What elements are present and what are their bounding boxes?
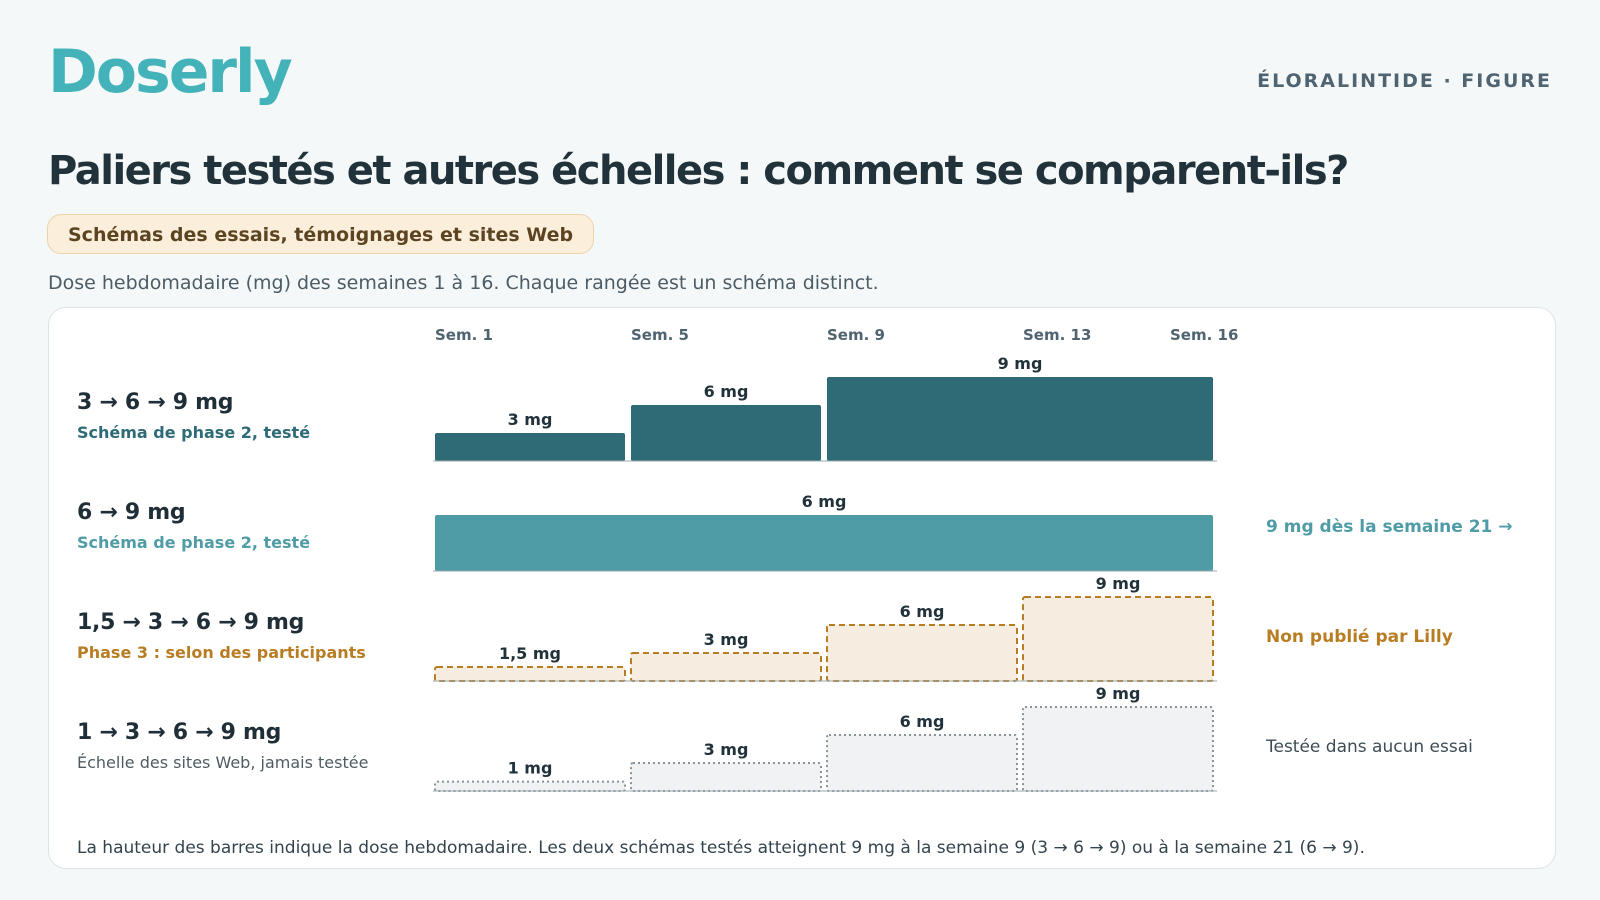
bar-value-label: 3 mg [704, 740, 749, 759]
row-label-4: 1 → 3 → 6 → 9 mg Échelle des sites Web, … [77, 720, 368, 772]
bar-value-label: 6 mg [900, 602, 945, 621]
bar-value-label: 6 mg [802, 492, 847, 511]
dose-bar [1022, 706, 1214, 792]
row-subtitle: Échelle des sites Web, jamais testée [77, 753, 369, 772]
bar-value-label: 1 mg [508, 759, 553, 778]
chart-card: Sem. 1 Sem. 5 Sem. 9 Sem. 13 Sem. 16 3 mg 6 mg… [48, 307, 1556, 869]
dose-bar [631, 405, 821, 461]
row-note-2: 9 mg dès la semaine 21 → [1266, 517, 1513, 537]
bar-value-label: 6 mg [900, 712, 945, 731]
source-badge: Schémas des essais, témoignages et sites… [47, 214, 595, 254]
brand-logo: Doserly [48, 37, 293, 107]
x-tick-label: Sem. 9 [827, 326, 885, 344]
dose-bar [630, 652, 822, 682]
dose-bar [434, 666, 626, 682]
row-subtitle: Phase 3 : selon des participants [77, 643, 366, 662]
bar-value-label: 9 mg [1096, 684, 1141, 703]
bar-value-label: 6 mg [704, 382, 749, 401]
row-label-3: 1,5 → 3 → 6 → 9 mg Phase 3 : selon des p… [77, 610, 366, 662]
row-note-3: Non publié par Lilly [1266, 627, 1453, 647]
row-label-1: 3 → 6 → 9 mg Schéma de phase 2, testé [77, 390, 310, 442]
bar-value-label: 3 mg [704, 630, 749, 649]
x-tick-label: Sem. 16 [1170, 326, 1238, 344]
x-tick-label: Sem. 1 [435, 326, 493, 344]
row-label-2: 6 → 9 mg Schéma de phase 2, testé [77, 500, 310, 552]
row-subtitle: Schéma de phase 2, testé [77, 533, 311, 552]
dose-bar [826, 624, 1018, 682]
dose-bar [826, 734, 1018, 792]
dose-bar [434, 780, 626, 792]
dose-bar [1022, 596, 1214, 682]
row-name: 1 → 3 → 6 → 9 mg [77, 720, 282, 745]
page-title: Paliers testés et autres échelles : comm… [48, 148, 1349, 194]
row-name: 1,5 → 3 → 6 → 9 mg [77, 610, 305, 635]
dose-bar [435, 433, 625, 461]
row-note-4: Testée dans aucun essai [1266, 737, 1473, 757]
chart-footnote: La hauteur des barres indique la dose he… [77, 838, 1365, 858]
bar-value-label: 3 mg [508, 410, 553, 429]
x-tick-label: Sem. 5 [631, 326, 689, 344]
figure-tag: ÉLORALINTIDE · FIGURE [1257, 70, 1552, 92]
bar-value-label: 9 mg [1096, 574, 1141, 593]
row-subtitle: Schéma de phase 2, testé [77, 423, 311, 442]
x-tick-label: Sem. 13 [1023, 326, 1091, 344]
chart-subtitle: Dose hebdomadaire (mg) des semaines 1 à … [48, 272, 879, 294]
dose-bar [435, 515, 1213, 571]
dose-bar [827, 377, 1213, 461]
row-name: 3 → 6 → 9 mg [77, 390, 234, 415]
bar-value-label: 1,5 mg [499, 644, 561, 663]
dose-bar [630, 762, 822, 792]
dose-chart: Sem. 1 Sem. 5 Sem. 9 Sem. 13 Sem. 16 3 mg 6 mg… [433, 326, 1238, 792]
bar-value-label: 9 mg [998, 354, 1043, 373]
row-name: 6 → 9 mg [77, 500, 186, 525]
